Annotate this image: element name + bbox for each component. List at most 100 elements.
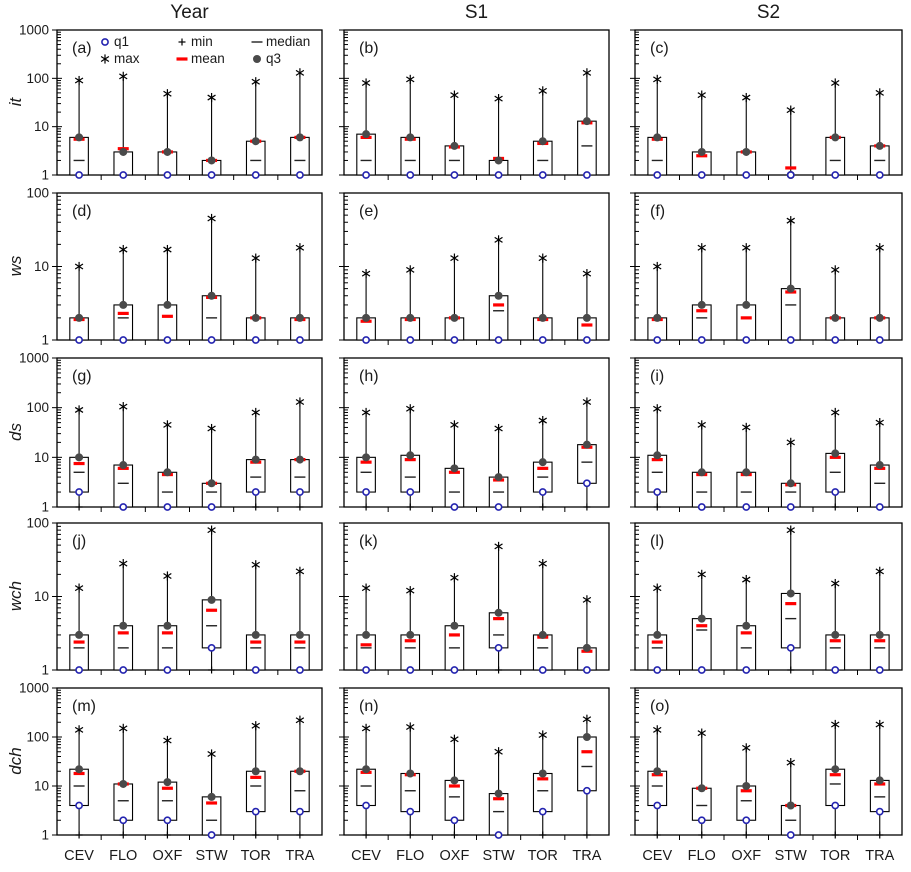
box [157,304,178,341]
max-asterisk-icon [742,744,751,751]
q3-dot-icon [875,776,884,785]
q1-circle-icon [119,503,128,511]
q1-circle-icon [296,171,304,179]
max-asterisk-icon [295,717,305,724]
panel-c: (c) [630,29,903,180]
max-asterisk-icon [207,527,216,534]
q1-circle-icon [786,336,795,344]
panel-letter: (n) [359,698,379,715]
panel-g: 1 10 100 1000 (g) [19,351,323,515]
q1-circle-icon [75,171,83,179]
panel-m: 1 10 100 1000 CEV FLO OXF STW TOR TRA (m) [19,681,323,864]
q3-dot-icon [207,792,216,801]
max-asterisk-icon [538,255,547,262]
max-asterisk-icon [163,90,172,97]
q3-dot-icon [362,130,371,139]
max-asterisk-icon [74,77,84,84]
q3-dot-icon [251,313,260,322]
q1-circle-icon [786,643,795,652]
q3-dot-icon [362,313,371,322]
max-asterisk-icon [295,244,305,251]
panel-border [56,192,323,341]
q1-circle-icon [538,807,547,816]
q1-circle-icon [406,171,415,179]
q1-circle-icon [697,666,706,674]
max-asterisk-icon [538,560,547,567]
x-axis-label: CEV [64,848,94,864]
q1-circle-icon [538,666,547,674]
max-asterisk-icon [875,244,884,251]
q3-dot-icon [295,767,304,776]
q3-dot-icon [742,147,751,156]
max-asterisk-icon [653,405,662,412]
max-asterisk-icon [538,417,547,424]
q1-circle-icon [362,336,370,344]
q1-circle-icon [362,801,370,810]
panel-border [634,29,903,176]
max-asterisk-icon [538,87,547,94]
max-asterisk-icon [406,723,415,731]
q1-circle-icon [163,336,172,344]
box [444,467,465,508]
panel-letter: (o) [650,698,670,715]
q3-dot-icon [119,779,128,788]
max-asterisk-icon [786,217,795,224]
max-asterisk-icon [742,576,751,583]
box [356,768,376,807]
box [400,772,421,813]
q3-dot-icon [494,789,503,798]
box [647,770,668,807]
box [577,444,597,484]
box [532,140,553,176]
x-axis-label: STW [482,848,515,864]
q1-circle-icon [583,786,591,795]
max-asterisk-icon [450,255,459,262]
box [780,592,801,649]
panel-l: (l) [630,522,903,675]
q3-dot-icon [582,313,591,322]
q1-circle-icon [251,336,260,344]
y-tick-label: 100 [26,186,49,201]
max-asterisk-icon [361,270,371,277]
q1-circle-icon [207,171,216,179]
q3-dot-icon [697,147,706,156]
legend-label: max [114,51,140,66]
q1-circle-icon [163,171,172,179]
q1-circle-icon [831,488,840,496]
max-asterisk-icon [831,580,840,587]
q3-dot-icon [406,630,415,639]
q3-dot-icon [163,468,172,477]
panel-f: (f) [630,192,903,345]
panel-border [56,357,323,508]
q3-dot-icon [786,479,795,488]
q3-dot-icon [875,461,884,470]
x-axis-label: OXF [153,848,183,864]
panel-border [343,192,610,341]
max-asterisk-icon [697,92,706,99]
panel-border [634,687,903,836]
q3-dot-icon [207,291,216,300]
q1-circle-icon [583,666,591,674]
q3-dot-icon [538,458,547,467]
box [290,634,310,671]
box [157,471,178,508]
q3-dot-icon [831,313,840,322]
box [69,136,89,176]
max-asterisk-icon [207,215,216,222]
q1-circle-icon [406,488,415,496]
q1-circle-icon [697,816,706,825]
max-asterisk-icon [450,421,459,428]
panel-j: 1 10 100 (j) [26,516,323,678]
max-asterisk-icon [450,574,459,581]
panel-i: (i) [630,357,903,512]
q3-dot-icon [251,630,260,639]
q3-dot-icon [119,621,128,630]
max-asterisk-icon [119,403,128,410]
q3-dot-icon [582,733,591,741]
max-asterisk-icon [875,568,884,575]
q1-circle-icon [742,336,751,344]
q3-dot-icon [295,630,304,639]
x-axis-label: STW [195,848,228,864]
column-title-s2: S2 [756,2,781,23]
panel-e: (e) [339,192,610,345]
